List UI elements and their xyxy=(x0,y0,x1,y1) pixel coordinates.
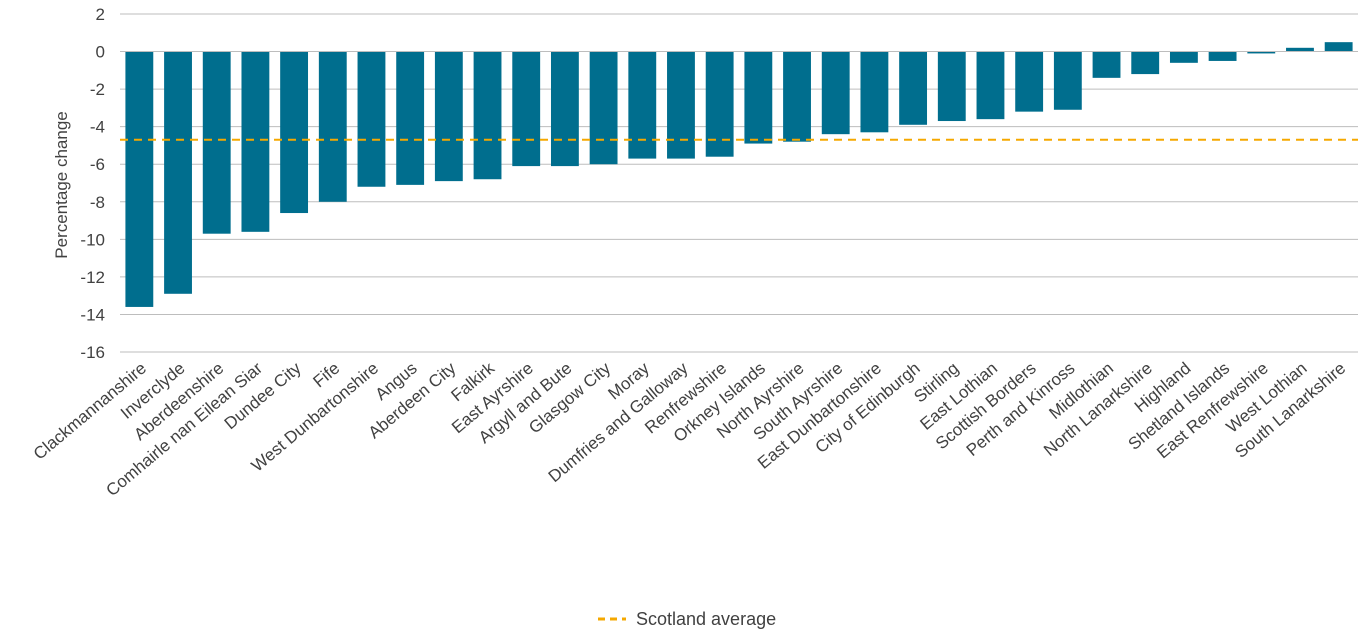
bar xyxy=(434,51,463,182)
y-tick-label: 0 xyxy=(96,43,105,62)
bar xyxy=(860,51,889,133)
bar xyxy=(550,51,579,167)
bar xyxy=(164,51,192,294)
y-tick-label: -8 xyxy=(90,193,105,212)
bar xyxy=(705,51,734,157)
y-tick-label: 2 xyxy=(96,5,105,24)
bar xyxy=(589,51,618,165)
bar xyxy=(202,51,231,234)
y-tick-labels: 2 0 -2 -4 -6 -8 -10 -12 -14 -16 xyxy=(80,5,105,362)
bar xyxy=(396,51,425,185)
bar xyxy=(280,51,309,214)
y-tick-label: -6 xyxy=(90,155,105,174)
bar xyxy=(976,51,1005,120)
y-tick-label: -4 xyxy=(90,118,105,137)
bar xyxy=(1092,51,1121,78)
bar xyxy=(744,51,773,144)
legend: Scotland average xyxy=(598,609,776,629)
y-tick-label: -2 xyxy=(90,80,105,99)
bar xyxy=(241,51,270,232)
bar xyxy=(125,51,154,307)
bar xyxy=(937,51,966,122)
bar xyxy=(1247,51,1276,54)
bar xyxy=(1208,51,1237,61)
bar xyxy=(357,51,386,187)
bar xyxy=(1131,51,1160,75)
bar xyxy=(1053,51,1082,110)
y-tick-label: -16 xyxy=(80,343,105,362)
bar xyxy=(628,51,657,159)
y-axis-label: Percentage change xyxy=(52,111,71,258)
y-tick-label: -14 xyxy=(80,305,105,324)
x-tick-labels: ClackmannanshireInverclydeAberdeenshireC… xyxy=(30,358,1349,500)
bar xyxy=(1286,47,1314,52)
bar xyxy=(783,51,811,142)
legend-label-average: Scotland average xyxy=(636,609,776,629)
bar xyxy=(512,51,541,167)
bar xyxy=(667,51,695,159)
y-tick-label: -10 xyxy=(80,230,105,249)
bar xyxy=(318,51,347,202)
bar xyxy=(1015,51,1044,112)
bar xyxy=(821,51,850,135)
bar xyxy=(473,51,502,180)
bar xyxy=(1324,42,1353,52)
bar xyxy=(1169,51,1198,63)
y-tick-label: -12 xyxy=(80,268,105,287)
bars xyxy=(120,42,1358,307)
bar xyxy=(899,51,928,125)
